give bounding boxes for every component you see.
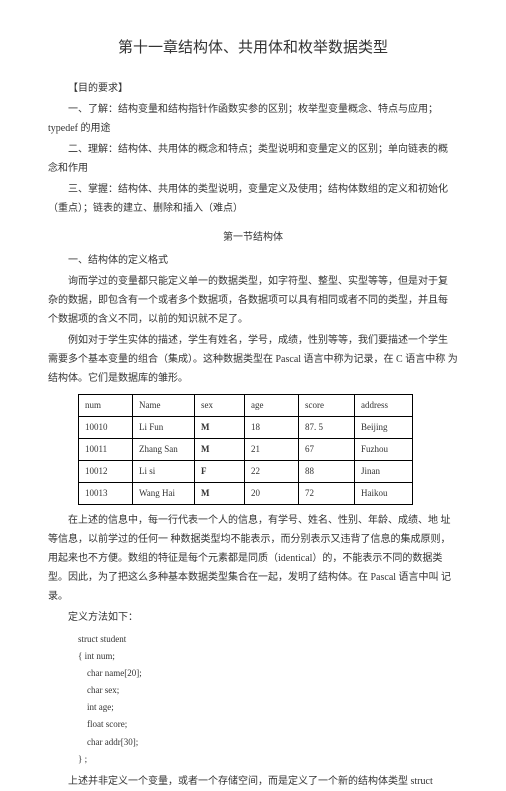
- chapter-title: 第十一章结构体、共用体和枚举数据类型: [48, 34, 458, 63]
- td-name: Li Fun: [133, 416, 195, 438]
- table-row: 10013 Wang Hai M 20 72 Haikou: [79, 482, 413, 504]
- subsection-1: 一、结构体的定义格式: [48, 251, 458, 270]
- code-line: char name[20];: [78, 665, 458, 682]
- code-struct: struct student { int num; char name[20];…: [78, 631, 458, 768]
- heading-purpose: 【目的要求】: [48, 79, 458, 98]
- td-sex: M: [195, 482, 245, 504]
- td-num: 10012: [79, 460, 133, 482]
- table-row: 10010 Li Fun M 18 87. 5 Beijing: [79, 416, 413, 438]
- td-age: 20: [245, 482, 299, 504]
- td-age: 21: [245, 438, 299, 460]
- table-header-row: num Name sex age score address: [79, 394, 413, 416]
- code-line: } ;: [78, 751, 458, 768]
- section-1-title: 第一节结构体: [48, 228, 458, 247]
- para-1: 一、了解：结构变量和结构指针作函数实参的区别；枚举型变量概念、特点与应用；typ…: [48, 100, 458, 138]
- para-6: 在上述的信息中，每一行代表一个人的信息，有学号、姓名、性别、年龄、成绩、地 址等…: [48, 511, 458, 606]
- th-age: age: [245, 394, 299, 416]
- para-7: 定义方法如下：: [48, 608, 458, 627]
- para-4: 询而学过的变量都只能定义单一的数据类型，如字符型、整型、实型等等，但是对于复 杂…: [48, 272, 458, 329]
- table-row: 10011 Zhang San M 21 67 Fuzhou: [79, 438, 413, 460]
- code-line: char sex;: [78, 682, 458, 699]
- code-line: struct student: [78, 631, 458, 648]
- td-num: 10010: [79, 416, 133, 438]
- td-sex: F: [195, 460, 245, 482]
- code-line: { int num;: [78, 648, 458, 665]
- td-address: Jinan: [355, 460, 413, 482]
- td-name: Li si: [133, 460, 195, 482]
- code-line: float score;: [78, 716, 458, 733]
- para-8: 上述并非定义一个变量，或者一个存储空间，而是定义了一个新的结构体类型 struc…: [48, 772, 458, 791]
- th-name: Name: [133, 394, 195, 416]
- td-address: Fuzhou: [355, 438, 413, 460]
- td-score: 67: [299, 438, 355, 460]
- td-num: 10013: [79, 482, 133, 504]
- td-address: Haikou: [355, 482, 413, 504]
- td-score: 87. 5: [299, 416, 355, 438]
- td-address: Beijing: [355, 416, 413, 438]
- student-table: num Name sex age score address 10010 Li …: [78, 394, 413, 505]
- th-sex: sex: [195, 394, 245, 416]
- td-score: 88: [299, 460, 355, 482]
- code-line: char addr[30];: [78, 734, 458, 751]
- para-3: 三、掌握：结构体、共用体的类型说明，变量定义及使用；结构体数组的定义和初始化（重…: [48, 180, 458, 218]
- td-age: 18: [245, 416, 299, 438]
- td-num: 10011: [79, 438, 133, 460]
- code-line: int age;: [78, 699, 458, 716]
- table-row: 10012 Li si F 22 88 Jinan: [79, 460, 413, 482]
- td-name: Wang Hai: [133, 482, 195, 504]
- td-age: 22: [245, 460, 299, 482]
- th-num: num: [79, 394, 133, 416]
- td-sex: M: [195, 438, 245, 460]
- th-address: address: [355, 394, 413, 416]
- td-score: 72: [299, 482, 355, 504]
- para-5: 例如对于学生实体的描述，学生有姓名，学号，成绩，性别等等，我们要描述一个学生 需…: [48, 331, 458, 388]
- td-name: Zhang San: [133, 438, 195, 460]
- para-2: 二、理解：结构体、共用体的概念和特点；类型说明和变量定义的区别；单向链表的概 念…: [48, 140, 458, 178]
- td-sex: M: [195, 416, 245, 438]
- th-score: score: [299, 394, 355, 416]
